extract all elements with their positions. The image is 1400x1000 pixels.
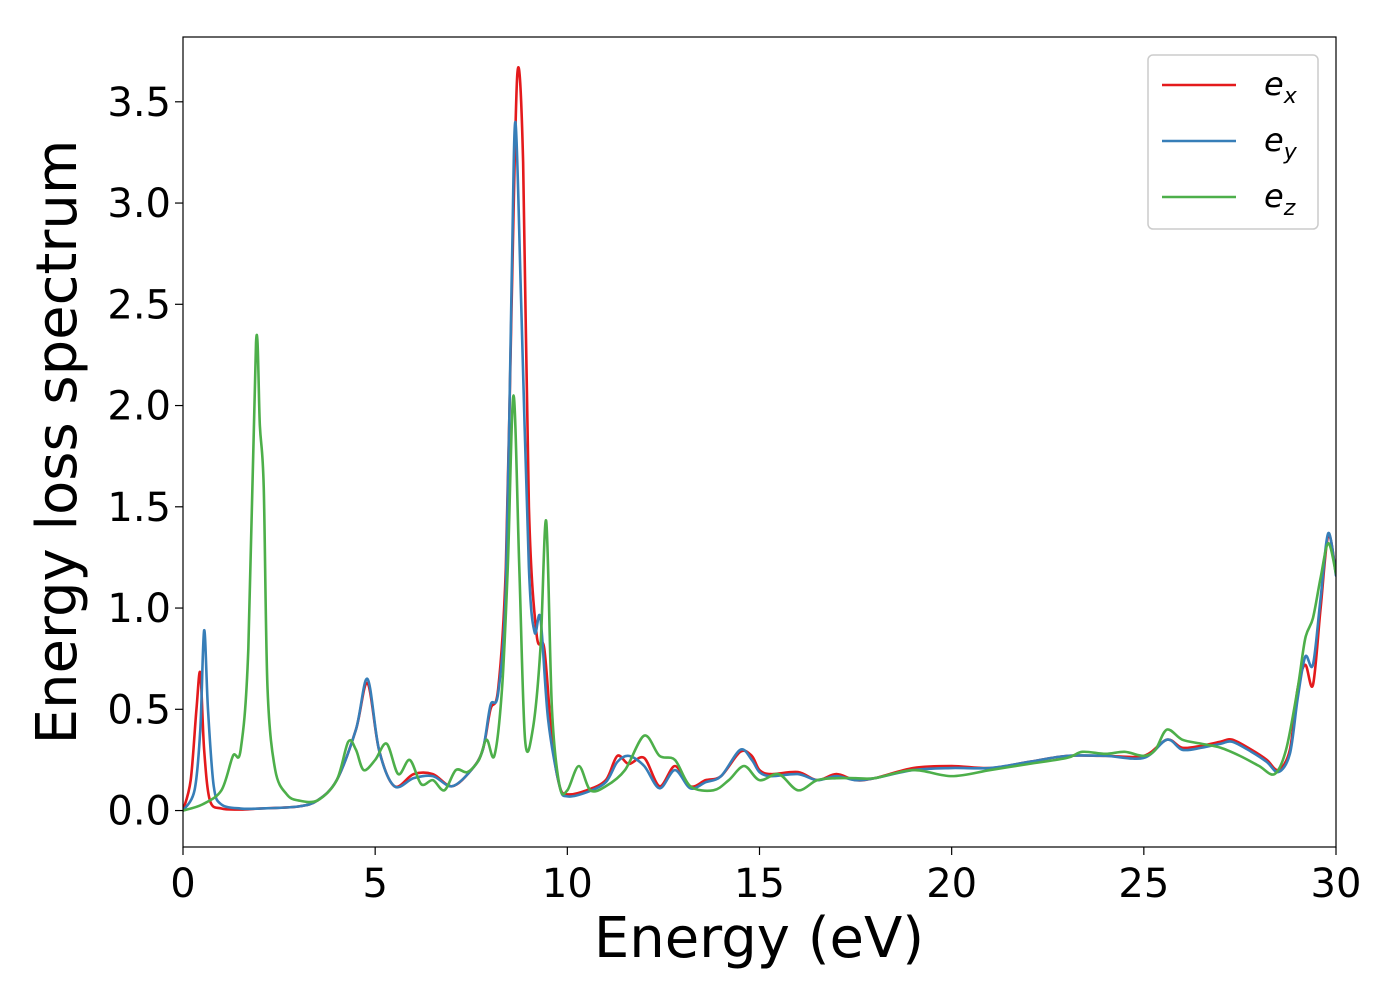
x-axis-title: Energy (eV) bbox=[594, 906, 924, 971]
x-tick-label: 5 bbox=[362, 861, 387, 907]
y-axis-ticks: 0.0 0.5 1.0 1.5 2.0 2.5 3.0 3.5 bbox=[107, 80, 183, 835]
x-tick-label: 30 bbox=[1311, 861, 1362, 907]
y-tick-label: 2.0 bbox=[107, 384, 171, 430]
plot-background bbox=[183, 37, 1336, 847]
x-tick-label: 10 bbox=[542, 861, 593, 907]
y-tick-label: 2.5 bbox=[107, 282, 171, 328]
y-axis-title: Energy loss spectrum bbox=[25, 140, 90, 745]
x-axis-ticks: 0 5 10 15 20 25 30 bbox=[170, 847, 1361, 907]
legend-label-ez: ez bbox=[1264, 177, 1296, 221]
x-tick-label: 20 bbox=[926, 861, 977, 907]
legend-items: ex ey ez bbox=[1162, 65, 1298, 221]
y-tick-label: 3.0 bbox=[107, 181, 171, 227]
series-line-ey bbox=[183, 120, 1336, 812]
y-tick-label: 0.5 bbox=[107, 687, 171, 733]
x-tick-label: 15 bbox=[734, 861, 785, 907]
y-tick-label: 3.5 bbox=[107, 80, 171, 126]
y-tick-label: 1.0 bbox=[107, 586, 171, 632]
series-line-ez bbox=[183, 333, 1336, 812]
y-tick-label: 0.0 bbox=[107, 789, 171, 835]
x-tick-label: 0 bbox=[170, 861, 195, 907]
legend-label-ex: ex bbox=[1264, 65, 1298, 109]
y-tick-label: 1.5 bbox=[107, 485, 171, 531]
x-tick-label: 25 bbox=[1118, 861, 1169, 907]
legend-label-ey: ey bbox=[1264, 121, 1298, 165]
series-layer bbox=[183, 66, 1336, 812]
legend: ex ey ez bbox=[1147, 54, 1319, 230]
